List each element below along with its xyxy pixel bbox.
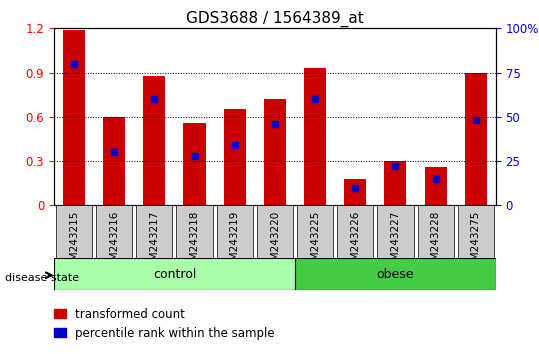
Bar [103, 117, 125, 205]
Text: obese: obese [377, 268, 414, 281]
Bar [465, 73, 487, 205]
FancyBboxPatch shape [96, 205, 132, 258]
Bar [344, 179, 367, 205]
Title: GDS3688 / 1564389_at: GDS3688 / 1564389_at [186, 11, 364, 27]
FancyBboxPatch shape [297, 205, 333, 258]
Text: GSM243227: GSM243227 [390, 211, 400, 274]
Text: disease state: disease state [5, 273, 80, 283]
Text: GSM243275: GSM243275 [471, 211, 481, 274]
Text: GSM243226: GSM243226 [350, 211, 360, 274]
Text: GSM243225: GSM243225 [310, 211, 320, 274]
FancyBboxPatch shape [295, 258, 496, 290]
FancyBboxPatch shape [377, 205, 413, 258]
Bar [304, 68, 326, 205]
FancyBboxPatch shape [176, 205, 212, 258]
Text: GSM243217: GSM243217 [149, 211, 160, 274]
FancyBboxPatch shape [54, 258, 295, 290]
Text: GSM243218: GSM243218 [190, 211, 199, 274]
Text: GSM243228: GSM243228 [431, 211, 440, 274]
Bar [143, 75, 165, 205]
Bar [224, 109, 246, 205]
Bar [425, 167, 447, 205]
FancyBboxPatch shape [136, 205, 172, 258]
Bar [384, 161, 406, 205]
Text: GSM243220: GSM243220 [270, 211, 280, 274]
FancyBboxPatch shape [458, 205, 494, 258]
Bar [63, 30, 85, 205]
Bar [183, 123, 205, 205]
Bar [264, 99, 286, 205]
Text: GSM243219: GSM243219 [230, 211, 240, 274]
Legend: transformed count, percentile rank within the sample: transformed count, percentile rank withi… [49, 303, 279, 344]
FancyBboxPatch shape [56, 205, 92, 258]
FancyBboxPatch shape [337, 205, 374, 258]
Text: control: control [153, 268, 196, 281]
Text: GSM243215: GSM243215 [69, 211, 79, 274]
FancyBboxPatch shape [257, 205, 293, 258]
FancyBboxPatch shape [418, 205, 454, 258]
FancyBboxPatch shape [217, 205, 253, 258]
Text: GSM243216: GSM243216 [109, 211, 119, 274]
